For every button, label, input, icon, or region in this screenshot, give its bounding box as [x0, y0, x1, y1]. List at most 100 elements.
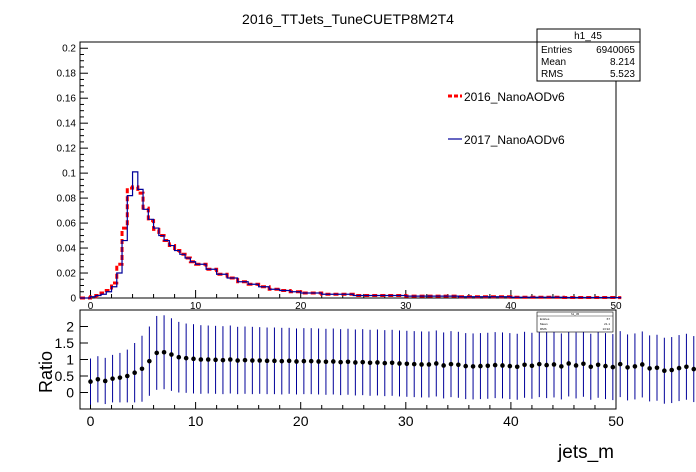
stats-mean-value: 8.214: [610, 57, 635, 68]
ratio-point: [507, 363, 513, 369]
ratio-stats-box: h1_45 Entries 67 Mean 21.1 RMS 13.92: [536, 311, 614, 333]
main-y-tick-label: 0.2: [62, 44, 76, 55]
ratio-point: [124, 373, 130, 379]
ratio-point: [272, 358, 277, 364]
ratio-point: [691, 366, 696, 372]
main-plot-frame: [79, 41, 617, 299]
ratio-point: [419, 362, 424, 367]
ratio-x-tick-label: 40: [503, 413, 519, 429]
ratio-point: [139, 366, 145, 372]
ratio-point: [353, 360, 358, 365]
ratio-point: [227, 357, 233, 362]
main-axis-ticks: 0 10 20 30 40 50 0 0.02 0.04 0.06 0.08 0.1 0.12 0.14 0…: [57, 44, 622, 312]
ratio-point: [426, 362, 432, 367]
ratio-point: [588, 364, 594, 370]
ratio-point: [470, 364, 476, 369]
ratio-point: [102, 378, 108, 384]
main-y-tick-label: 0.1: [62, 169, 76, 180]
ratio-point: [294, 359, 299, 364]
legend-label-2016: 2016_NanoAODv6: [464, 90, 565, 104]
ratio-point: [441, 363, 446, 368]
ratio-stats-entries-label: Entries: [540, 317, 550, 321]
ratio-point: [154, 350, 160, 356]
x-axis-label: jets_m: [557, 442, 614, 463]
ratio-point: [235, 358, 240, 363]
ratio-point: [176, 354, 182, 360]
ratio-point: [308, 358, 314, 364]
ratio-point: [338, 359, 343, 365]
chart-title: 2016_TTJets_TuneCUETP8M2T4: [242, 11, 454, 27]
ratio-point: [522, 362, 527, 368]
ratio-point: [603, 363, 608, 369]
ratio-x-tick-label: 0: [87, 413, 95, 429]
ratio-point: [669, 367, 675, 373]
ratio-point: [566, 361, 572, 366]
ratio-point: [264, 358, 270, 364]
ratio-point: [647, 366, 652, 371]
ratio-y-axis-label: Ratio: [36, 351, 56, 393]
main-y-tick-label: 0.04: [57, 244, 77, 255]
ratio-point: [551, 362, 557, 367]
ratio-x-tick-label: 20: [293, 413, 309, 429]
ratio-point: [161, 349, 167, 355]
stats-box: h1_45 Entries 6940065 Mean 8.214 RMS 5.5…: [536, 28, 641, 82]
ratio-point: [529, 363, 535, 369]
ratio-points: [88, 315, 696, 405]
ratio-point: [367, 360, 373, 366]
ratio-point: [257, 358, 263, 363]
main-y-tick-label: 0.12: [57, 144, 77, 155]
ratio-x-tick-label: 50: [608, 413, 624, 429]
ratio-stats-name: h1_45: [571, 312, 580, 316]
main-x-tick-label: 20: [295, 301, 307, 312]
ratio-point: [132, 370, 137, 376]
ratio-y-tick-label: 1: [66, 352, 74, 368]
ratio-x-tick-label: 30: [398, 413, 414, 429]
ratio-point: [573, 363, 579, 368]
stats-entries-value: 6940065: [596, 45, 635, 56]
stats-mean-label: Mean: [541, 57, 566, 68]
ratio-point: [610, 364, 616, 370]
ratio-point: [147, 358, 152, 364]
ratio-stats-rms-value: 13.92: [602, 327, 610, 331]
ratio-point: [492, 362, 498, 368]
ratio-stats-mean-label: Mean: [540, 322, 548, 326]
ratio-point: [654, 365, 660, 371]
ratio-point: [632, 364, 638, 369]
ratio-point: [220, 357, 226, 363]
main-y-tick-label: 0.18: [57, 69, 77, 80]
main-y-tick-label: 0.16: [57, 94, 77, 105]
main-y-tick-label: 0: [70, 294, 76, 305]
main-y-tick-label: 0.08: [57, 194, 77, 205]
ratio-point: [662, 368, 667, 374]
stats-rms-value: 5.523: [610, 69, 635, 80]
ratio-point: [183, 355, 189, 361]
ratio-point: [559, 364, 564, 369]
ratio-point: [330, 359, 336, 364]
ratio-point: [500, 363, 505, 368]
ratio-point: [617, 361, 623, 367]
ratio-point: [625, 365, 630, 370]
ratio-point: [463, 363, 469, 369]
ratio-point: [205, 357, 211, 362]
main-y-tick-label: 0.14: [57, 119, 77, 130]
ratio-point: [478, 363, 483, 369]
main-x-tick-label: 30: [400, 301, 412, 312]
main-x-tick-label: 0: [88, 301, 94, 312]
ratio-y-tick-label: 0.5: [55, 368, 75, 384]
ratio-point: [95, 377, 101, 382]
main-x-tick-label: 40: [505, 301, 517, 312]
ratio-point: [448, 361, 454, 367]
legend: 2016_NanoAODv6 2017_NanoAODv6: [448, 90, 565, 147]
ratio-point: [301, 358, 307, 364]
ratio-point: [213, 357, 218, 363]
ratio-point: [397, 361, 402, 366]
ratio-y-tick-label: 1.5: [55, 335, 75, 351]
ratio-point: [345, 359, 351, 365]
ratio-point: [389, 360, 395, 366]
ratio-point: [360, 359, 366, 365]
ratio-point: [88, 379, 93, 384]
legend-label-2017: 2017_NanoAODv6: [464, 133, 565, 147]
ratio-point: [411, 361, 417, 367]
ratio-point: [169, 352, 174, 357]
